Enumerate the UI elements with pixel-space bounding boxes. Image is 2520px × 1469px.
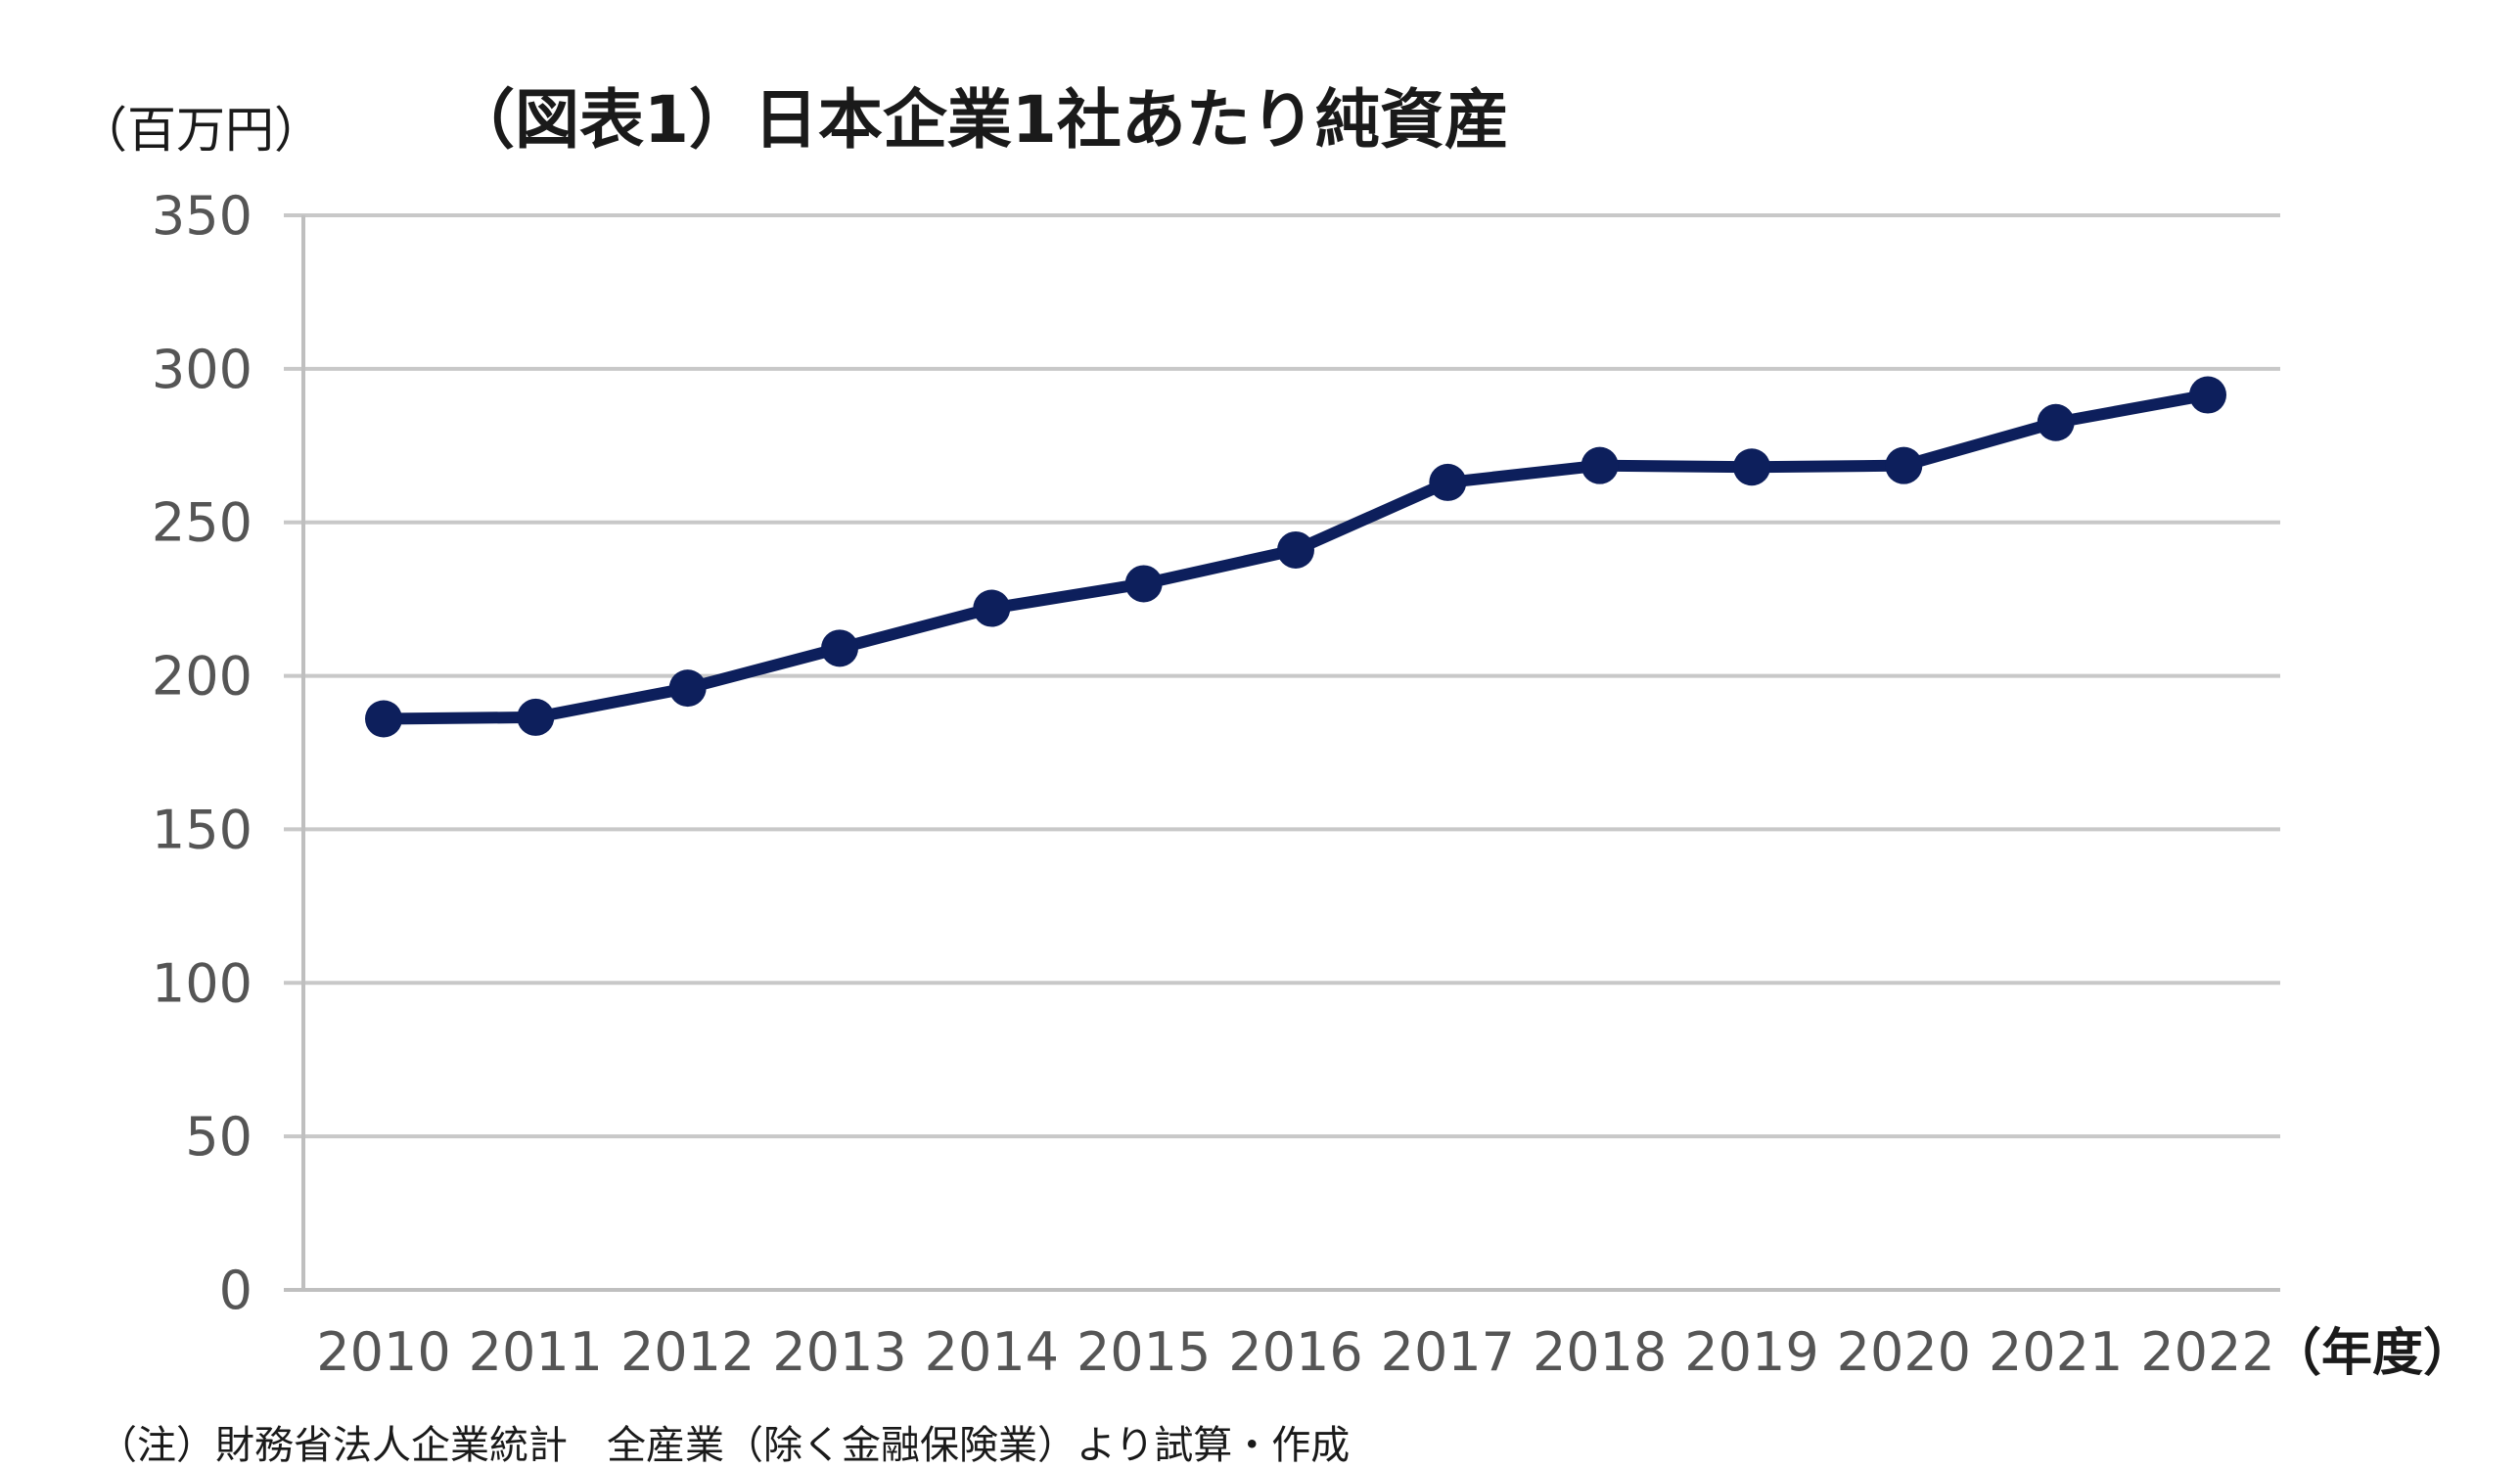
data-point-2012 [668,669,707,708]
data-point-2019 [1733,448,1770,486]
data-point-2016 [1277,530,1314,569]
x-axis-unit-label: （年度） [2270,1324,2474,1383]
series-layer [365,376,2226,738]
x-tick-label: 2017 [1381,1321,1515,1383]
chart-title: （図表1）日本企業1社あたり純資産 [450,82,1509,158]
data-point-2022 [2189,376,2226,414]
x-tick-label: 2010 [316,1321,450,1383]
y-tick-label: 300 [152,339,252,400]
y-tick-label: 0 [219,1260,252,1321]
x-tick-label: 2015 [1077,1321,1211,1383]
y-tick-label: 50 [185,1106,252,1168]
x-tick-label: 2013 [772,1321,906,1383]
source-note: （注）財務省法人企業統計 全産業（除く金融保険業）より試算・作成 [98,1423,1350,1465]
data-point-2015 [1124,565,1163,603]
data-point-2020 [1885,446,1923,484]
data-point-2017 [1429,463,1467,501]
data-point-2010 [365,700,402,738]
x-tick-label: 2020 [1837,1321,1971,1383]
y-tick-label: 250 [152,492,252,554]
gridlines [284,213,2280,1139]
data-point-2014 [973,589,1011,627]
data-point-2021 [2037,403,2075,441]
data-point-2013 [821,629,858,667]
x-tick-labels: 2010 2011 2012 2013 2014 2015 2016 2017 2018 2019… [316,1321,2274,1383]
axes [284,215,2280,1292]
x-tick-label: 2016 [1228,1321,1362,1383]
x-tick-label: 2022 [2140,1321,2274,1383]
y-axis-unit-label: （百万円） [78,102,323,159]
x-tick-label: 2012 [620,1321,755,1383]
y-tick-label: 200 [152,646,252,708]
y-tick-labels: 0 50 100 150 200 250 300 350 [152,185,252,1321]
y-tick-label: 100 [152,952,252,1014]
data-point-2011 [517,698,555,736]
y-tick-label: 350 [152,185,252,247]
x-tick-label: 2021 [1989,1321,2123,1383]
y-tick-label: 150 [152,799,252,860]
x-tick-label: 2014 [925,1321,1059,1383]
data-point-2018 [1581,446,1619,484]
x-tick-label: 2018 [1533,1321,1667,1383]
x-tick-label: 2019 [1684,1321,1818,1383]
x-tick-label: 2011 [469,1321,603,1383]
